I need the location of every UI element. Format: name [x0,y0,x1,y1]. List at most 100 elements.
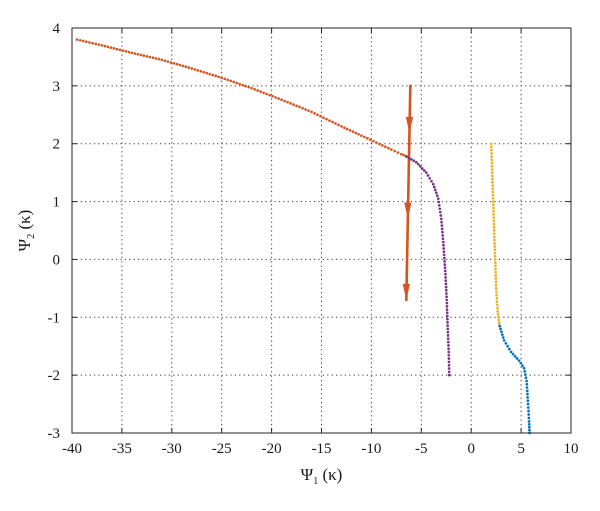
data-point [447,344,450,347]
data-point [175,62,179,66]
data-point [447,347,450,351]
data-point [493,235,496,239]
data-point [491,203,495,207]
data-point [495,303,499,307]
data-point [232,80,236,84]
data-point [493,248,497,252]
x-tick-label: -35 [112,441,132,457]
data-point [491,187,495,191]
data-point [181,64,185,68]
data-point [444,285,448,289]
data-point [172,61,176,65]
data-point [446,327,450,331]
data-point [88,41,91,44]
data-point [442,253,446,257]
data-point [446,317,449,321]
data-point [208,72,212,76]
data-point [316,113,319,117]
data-point [351,130,355,133]
arrow-head [402,283,410,300]
data-point [445,301,449,305]
data-point [500,330,503,334]
data-point [493,258,497,261]
data-point [525,386,529,389]
data-point [404,155,408,158]
data-point [331,120,334,124]
data-point [280,98,283,102]
data-point [169,61,173,64]
data-point [523,373,527,376]
data-point [496,306,499,310]
data-point [301,106,304,110]
data-point [250,86,253,90]
x-tick-label: -15 [312,441,332,457]
data-point [369,138,372,142]
data-point [497,315,500,319]
data-point [190,67,194,70]
data-point [526,402,530,406]
data-point [416,162,420,166]
data-point [501,336,505,339]
data-point [494,264,497,268]
data-point [446,340,450,344]
data-point [256,89,259,92]
data-point [442,243,445,247]
data-point [133,52,137,55]
data-point [127,50,131,54]
data-point [97,43,101,46]
data-point [494,280,498,284]
data-point [497,318,501,322]
data-point [283,99,286,103]
data-point [527,420,531,423]
data-point [307,109,310,113]
data-point [495,293,498,297]
data-point [490,161,494,165]
data-point [490,174,494,178]
data-point [354,131,358,135]
data-point [494,287,498,290]
data-point [202,70,206,74]
x-tick-label: 10 [564,441,579,457]
data-point [492,229,496,232]
data-point [94,42,98,46]
data-point [434,191,438,195]
data-point [497,321,501,325]
data-point [274,96,277,99]
data-point [103,44,107,48]
data-point [523,370,527,373]
grid-lines [72,28,571,433]
data-point [522,366,526,370]
data-point [517,359,521,363]
data-point [493,254,497,258]
x-tick-label: -20 [262,441,282,457]
data-point [525,379,528,383]
data-point [492,213,495,216]
data-point [526,406,530,409]
data-point [489,145,493,149]
x-tick-label: -40 [62,441,82,457]
data-point [345,127,349,131]
data-point [112,47,116,50]
data-point [496,310,499,313]
data-point [268,93,271,97]
data-point [445,298,449,302]
x-axis-label: Ψ1 (κ) [301,465,343,487]
data-point [441,234,445,237]
data-point [444,272,447,276]
data-point [447,360,451,364]
data-point [414,160,418,164]
data-point [443,256,446,260]
data-point [528,428,531,432]
data-point [445,292,448,295]
data-point [409,157,413,161]
data-point [211,73,215,77]
data-point [229,79,233,83]
data-point [426,174,430,177]
data-point [447,370,451,374]
data-point [491,177,494,181]
series-3 [489,142,501,328]
data-point [494,283,498,287]
x-tick-label: 0 [467,441,475,457]
